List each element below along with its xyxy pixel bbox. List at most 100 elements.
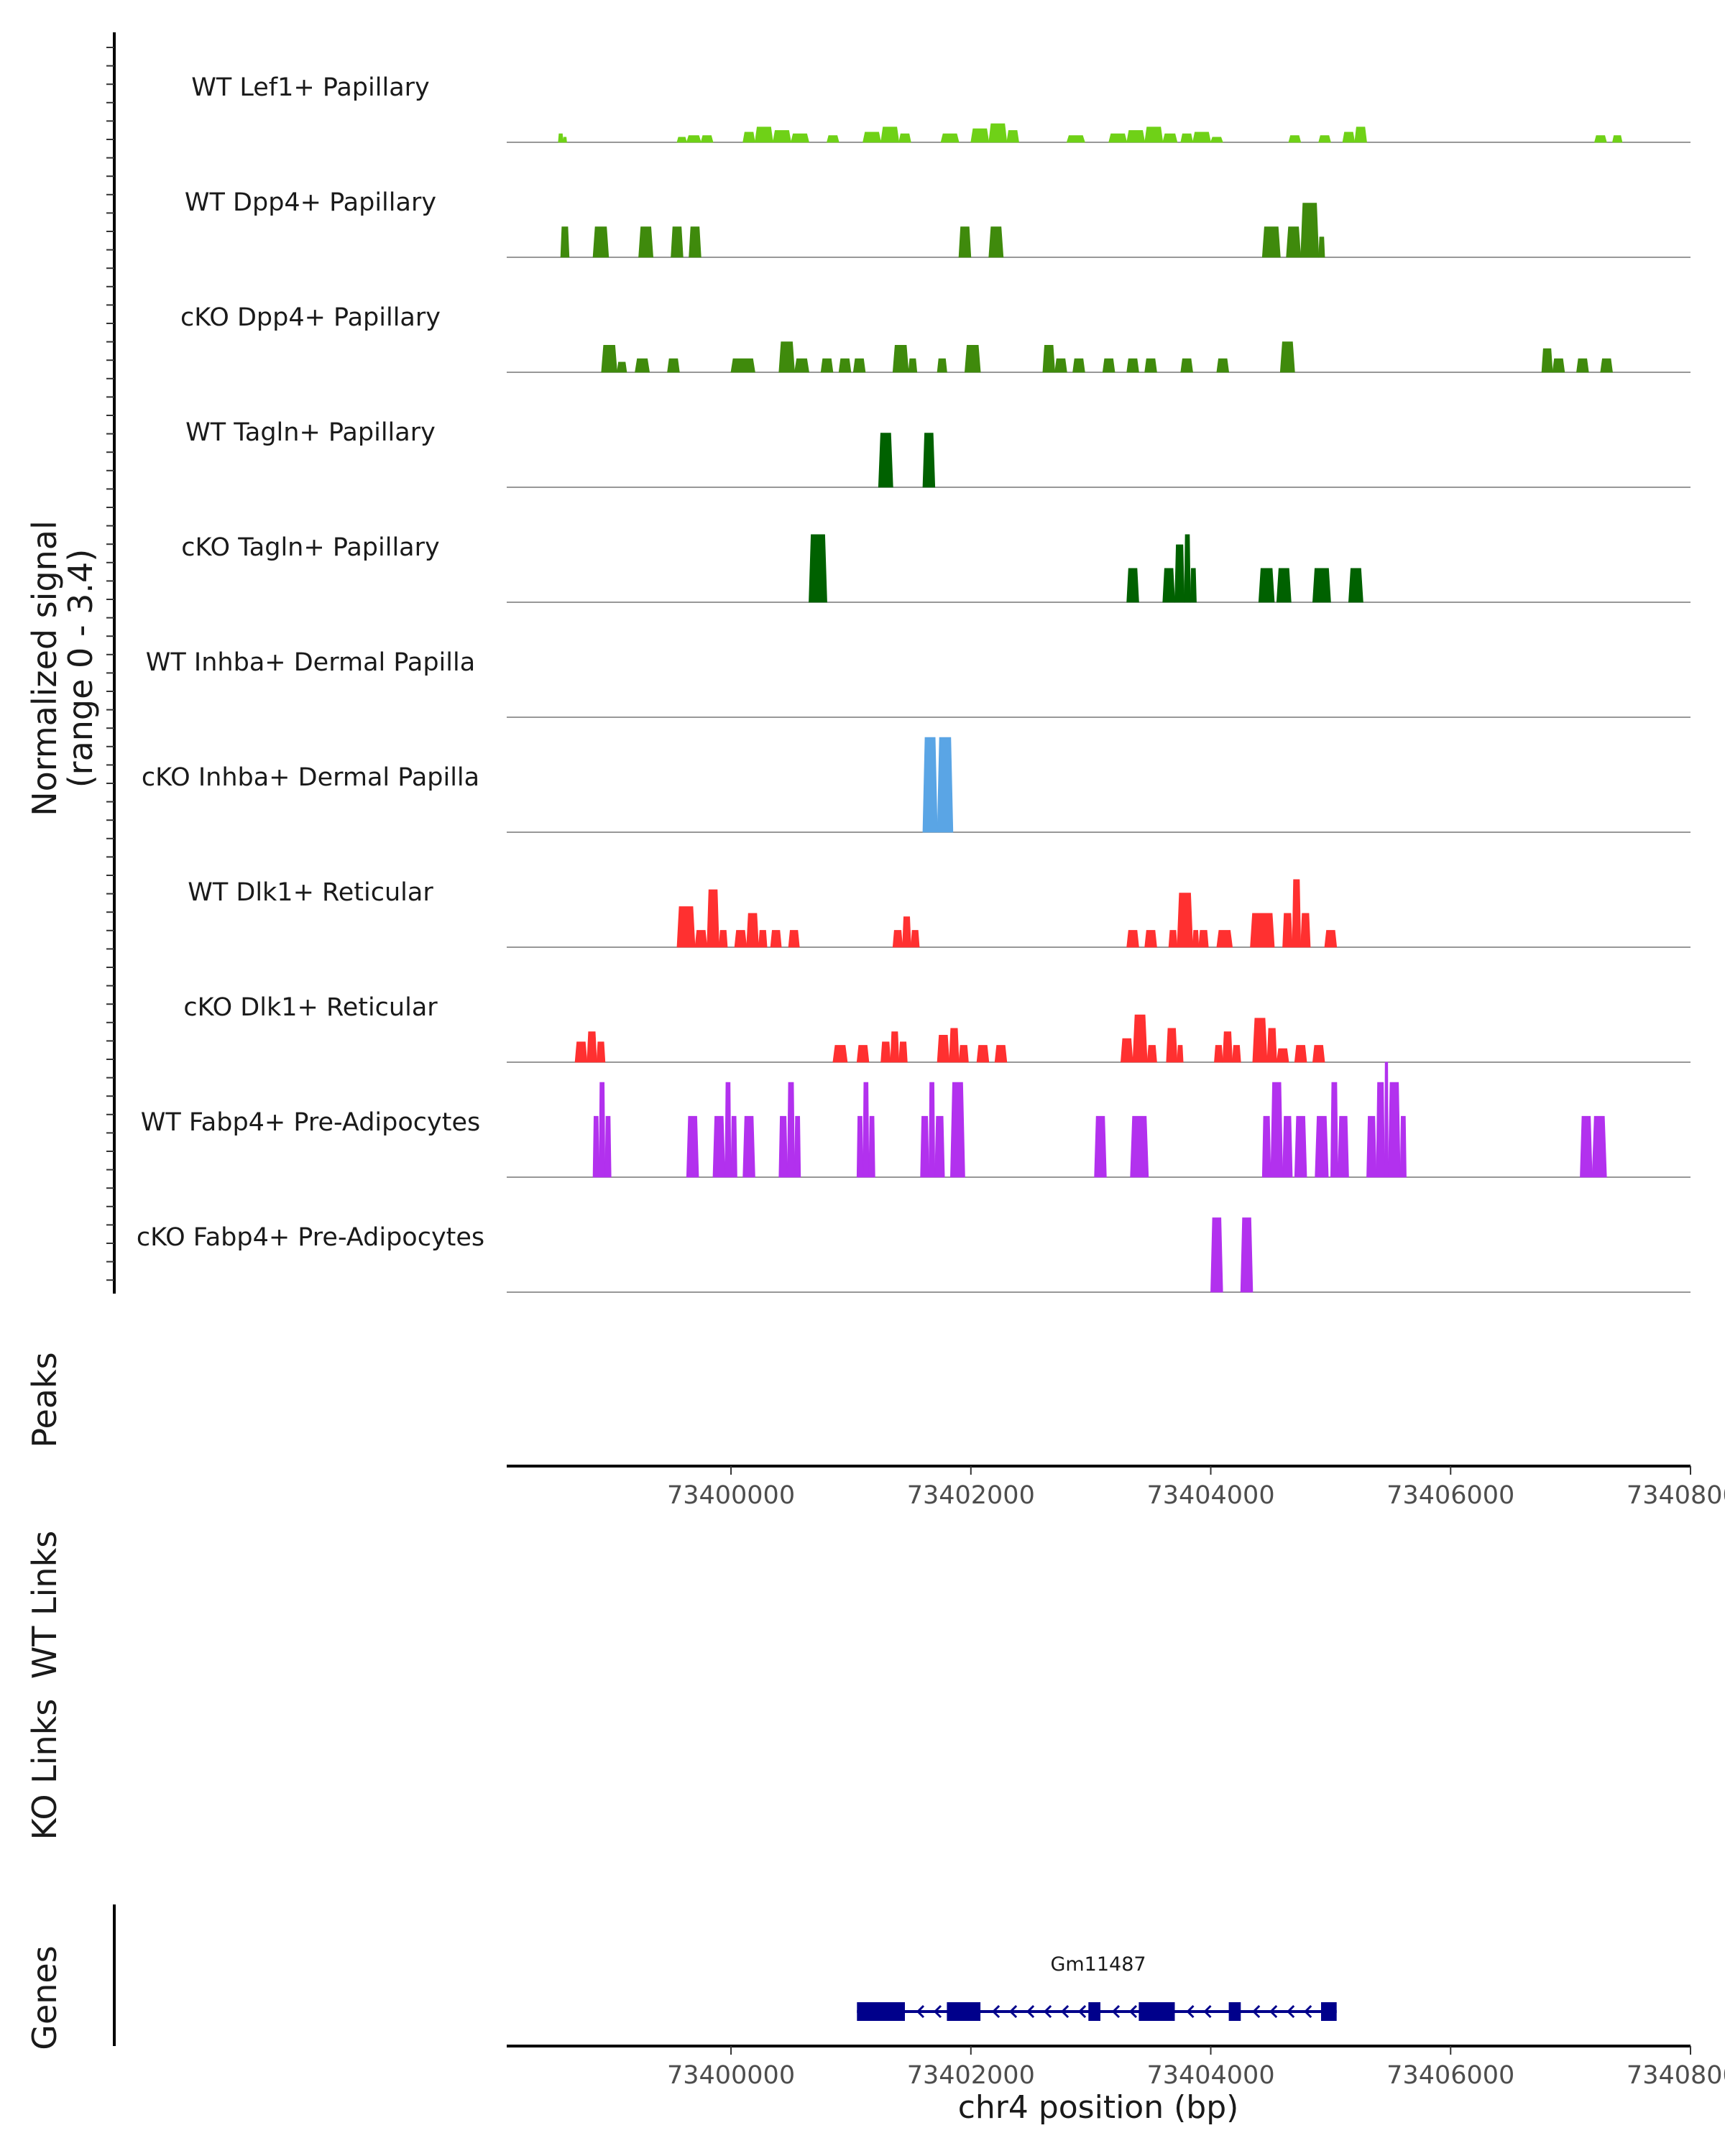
signal-peak: [1324, 930, 1338, 948]
signal-peak: [1348, 568, 1363, 603]
signal-peak: [1146, 1045, 1157, 1063]
signal-peak: [1192, 930, 1200, 948]
signal-peak: [700, 135, 714, 143]
track-label: cKO Tagln+ Papillary: [181, 533, 440, 562]
signal-peak: [778, 341, 795, 373]
signal-peak: [686, 135, 702, 143]
signal-peak: [1266, 1028, 1277, 1063]
gene-exon: [1138, 2002, 1175, 2021]
signal-peak: [1591, 1115, 1607, 1178]
signal-peak: [718, 930, 728, 948]
signal-peak: [1376, 1082, 1385, 1178]
signal-peak: [958, 226, 972, 258]
x-tick-label: 73404000: [1146, 2061, 1274, 2090]
signal-peak: [809, 534, 827, 603]
track-9: WT Fabp4+ Pre-Adipocytes: [141, 1061, 1690, 1178]
track-label: cKO Dpp4+ Papillary: [180, 303, 441, 332]
signal-peak: [910, 930, 920, 948]
gene-exon: [1088, 2002, 1100, 2021]
track-label: cKO Inhba+ Dermal Papilla: [142, 763, 479, 792]
x-axis-title: chr4 position (bp): [958, 2089, 1239, 2126]
signal-peak: [1288, 135, 1302, 143]
signal-peak: [746, 913, 759, 948]
signal-peak: [934, 1115, 945, 1178]
signal-peak: [707, 889, 719, 948]
signal-peak: [890, 1031, 900, 1063]
signal-peak: [1576, 358, 1589, 373]
signal-peak: [1252, 1018, 1268, 1063]
signal-peak: [1354, 126, 1367, 143]
signal-peak: [1300, 203, 1320, 258]
signal-peak: [1162, 133, 1178, 143]
signal-peak: [1180, 133, 1193, 143]
signal-peak: [852, 358, 866, 373]
signal-peak: [970, 128, 990, 143]
signal-peak: [958, 1045, 969, 1063]
signal-peak: [730, 358, 755, 373]
strand-arrow: [916, 2004, 925, 2019]
signal-peak: [558, 133, 564, 143]
signal-peak: [794, 358, 809, 373]
signal-peak: [1198, 930, 1209, 948]
signal-peak: [1144, 930, 1157, 948]
signal-peak: [1166, 1028, 1178, 1063]
signal-peak: [1286, 226, 1302, 258]
signal-peak: [994, 1045, 1008, 1063]
signal-peak: [671, 226, 684, 258]
track-5: WT Inhba+ Dermal Papilla: [146, 648, 1690, 718]
signal-peak: [1132, 1014, 1148, 1063]
strand-arrow: [1252, 2004, 1261, 2019]
x-tick-label: 73404000: [1146, 1481, 1274, 1510]
signal-peak: [922, 433, 936, 488]
signal-peak: [880, 126, 900, 143]
signal-peak: [1342, 132, 1356, 143]
signal-peak: [1276, 568, 1292, 603]
signal-peak: [1292, 879, 1302, 948]
signal-peak: [838, 358, 852, 373]
signal-peak: [832, 1045, 848, 1063]
track-1: WT Dpp4+ Papillary: [185, 188, 1690, 258]
signal-peak: [878, 433, 893, 488]
signal-peak: [1337, 1115, 1349, 1178]
track-label: WT Tagln+ Papillary: [185, 418, 436, 447]
signal-peak: [1384, 1061, 1389, 1178]
signal-peak: [920, 1115, 929, 1178]
signal-peak: [1250, 913, 1275, 948]
wt-links-label: WT Links: [25, 1531, 64, 1679]
strand-arrow: [1060, 2004, 1070, 2019]
track-2: cKO Dpp4+ Papillary: [180, 303, 1690, 373]
signal-peak: [1180, 358, 1193, 373]
track-6: cKO Inhba+ Dermal Papilla: [142, 737, 1690, 833]
signal-peak: [787, 1082, 795, 1178]
strand-arrow: [933, 2004, 942, 2019]
signal-peak: [1102, 358, 1116, 373]
strand-arrow: [1128, 2004, 1138, 2019]
strand-arrow: [1269, 2004, 1278, 2019]
strand-arrow: [1111, 2004, 1121, 2019]
signal-peak: [596, 1041, 606, 1063]
signal-peak: [892, 345, 909, 373]
signal-peak: [1261, 1115, 1271, 1178]
signal-peak: [856, 1115, 864, 1178]
signal-peak: [964, 345, 981, 373]
signal-peak: [1174, 544, 1185, 603]
signal-peak: [770, 930, 782, 948]
signal-peak: [1580, 1115, 1593, 1178]
strand-arrow: [1077, 2004, 1087, 2019]
signal-peak: [1541, 348, 1553, 373]
signal-peak: [976, 1045, 990, 1063]
signal-peak: [1210, 137, 1223, 143]
signal-peak: [862, 132, 882, 143]
signal-peak: [856, 1045, 870, 1063]
signal-peak: [676, 137, 687, 143]
x-tick-label: 73402000: [907, 1481, 1035, 1510]
signal-peak: [1126, 568, 1139, 603]
signal-peak: [667, 358, 680, 373]
signal-peak: [862, 1082, 870, 1178]
strand-arrow: [1026, 2004, 1035, 2019]
signal-peak: [694, 930, 708, 948]
signal-peak: [742, 132, 755, 143]
gene-name-label: Gm11487: [1050, 1953, 1146, 1976]
signal-peak: [1006, 130, 1019, 143]
